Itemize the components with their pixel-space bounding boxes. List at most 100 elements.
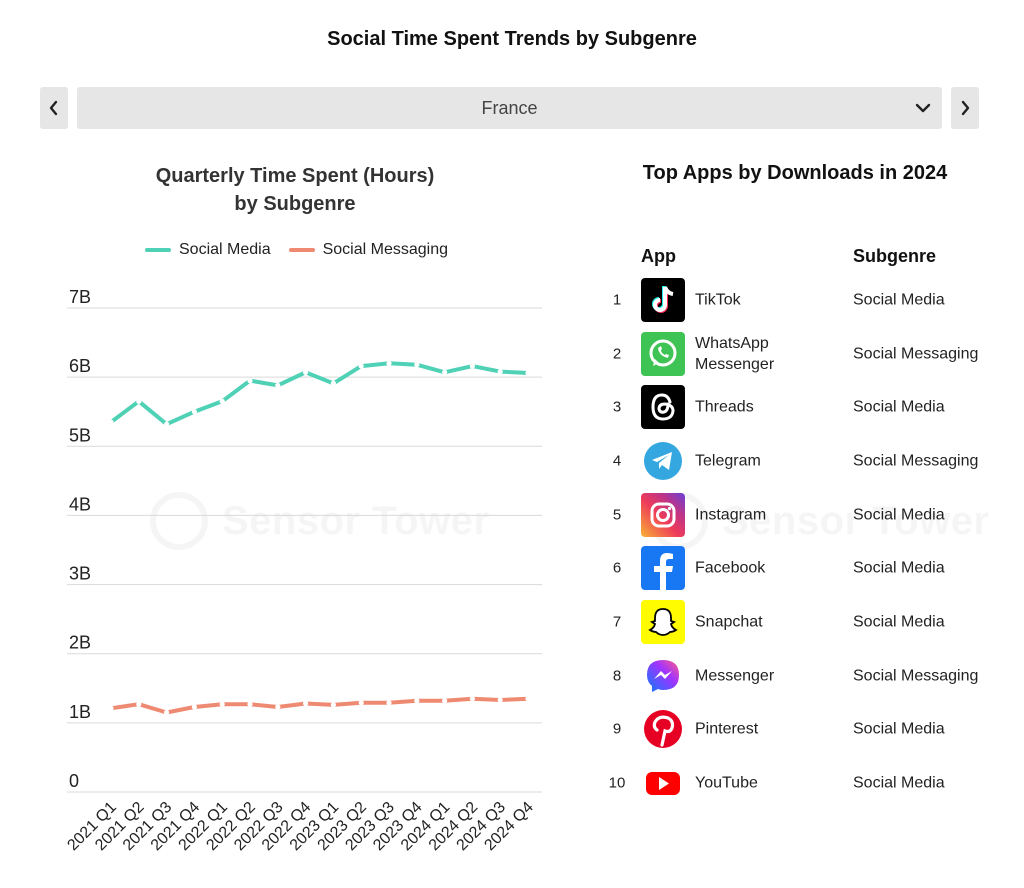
app-name: Facebook xyxy=(695,559,766,577)
app-row[interactable]: 4 Telegram Social Messaging xyxy=(600,435,1000,487)
app-rank: 9 xyxy=(612,720,622,738)
app-rank: 4 xyxy=(612,452,622,470)
app-row[interactable]: 3 Threads Social Media xyxy=(600,381,1000,433)
data-point[interactable] xyxy=(525,370,531,376)
data-point[interactable] xyxy=(497,369,503,375)
app-rank: 8 xyxy=(612,667,622,685)
app-subgenre: Social Media xyxy=(853,720,945,738)
app-subgenre: Social Media xyxy=(853,774,945,792)
data-point[interactable] xyxy=(219,398,225,404)
data-point[interactable] xyxy=(386,700,392,706)
app-name: YouTube xyxy=(695,774,758,792)
data-point[interactable] xyxy=(442,369,448,375)
data-point[interactable] xyxy=(275,382,281,389)
app-name: Telegram xyxy=(695,452,761,470)
data-point[interactable] xyxy=(136,398,142,404)
app-subgenre: Social Messaging xyxy=(853,667,979,685)
data-point[interactable] xyxy=(469,696,475,702)
series-line-social-media[interactable] xyxy=(109,361,530,427)
legend-swatch xyxy=(288,248,315,252)
y-tick-label: 5B xyxy=(69,425,91,445)
data-point[interactable] xyxy=(497,697,503,703)
instagram-icon xyxy=(641,493,685,537)
chart-title-line-2: by Subgenre xyxy=(234,193,356,215)
data-point[interactable] xyxy=(525,696,531,702)
app-row[interactable]: 6 Facebook Social Media xyxy=(600,542,1000,594)
app-name: Messenger xyxy=(695,667,775,685)
data-point[interactable] xyxy=(469,363,475,369)
app-row[interactable]: 9 Pinterest Social Media xyxy=(600,703,1000,755)
app-name: Threads xyxy=(695,398,754,416)
country-dropdown[interactable]: France xyxy=(77,87,942,129)
next-country-button[interactable] xyxy=(951,87,979,129)
data-point[interactable] xyxy=(247,378,253,384)
app-row[interactable]: 1 TikTok Social Media xyxy=(600,274,1000,326)
data-point[interactable] xyxy=(219,701,225,707)
legend-item-social-messaging[interactable]: Social Messaging xyxy=(288,241,449,259)
app-name: WhatsApp Messenger xyxy=(695,335,775,373)
column-header-app: App xyxy=(641,246,676,266)
app-subgenre: Social Media xyxy=(853,506,945,524)
app-name: Instagram xyxy=(695,506,767,524)
data-point[interactable] xyxy=(386,360,392,366)
data-point[interactable] xyxy=(358,700,364,706)
y-tick-label: 2B xyxy=(69,633,91,653)
legend-label: Social Messaging xyxy=(322,241,449,258)
app-row[interactable]: 10 YouTube Social Media xyxy=(600,757,1000,809)
y-tick-label: 3B xyxy=(69,564,91,584)
data-point[interactable] xyxy=(414,362,420,368)
facebook-icon xyxy=(641,546,685,590)
app-name: Snapchat xyxy=(695,613,763,631)
data-point[interactable] xyxy=(191,704,197,710)
telegram-icon xyxy=(641,439,685,483)
y-tick-label: 0 xyxy=(69,771,79,791)
data-point[interactable] xyxy=(164,709,170,716)
data-point[interactable] xyxy=(164,421,170,427)
page-title: Social Time Spent Trends by Subgenre xyxy=(327,28,697,50)
data-point[interactable] xyxy=(247,701,253,707)
messenger-icon xyxy=(641,654,685,698)
data-point[interactable] xyxy=(275,704,281,710)
data-point[interactable] xyxy=(414,698,420,704)
data-point[interactable] xyxy=(303,700,309,707)
data-point[interactable] xyxy=(108,419,114,425)
legend-item-social-media[interactable]: Social Media xyxy=(145,241,271,259)
data-point[interactable] xyxy=(442,698,448,704)
app-rank: 5 xyxy=(612,506,622,524)
app-rank: 3 xyxy=(612,398,622,416)
app-rank: 10 xyxy=(608,774,626,792)
app-name: Pinterest xyxy=(695,720,759,738)
app-subgenre: Social Media xyxy=(853,291,945,309)
app-row[interactable]: 5 Instagram Social Media xyxy=(600,489,1000,541)
data-point[interactable] xyxy=(303,369,309,375)
app-row[interactable]: 7 Snapchat Social Media xyxy=(600,596,1000,648)
data-point[interactable] xyxy=(108,705,114,711)
snapchat-icon xyxy=(641,600,685,644)
data-point[interactable] xyxy=(358,363,364,369)
data-point[interactable] xyxy=(330,380,336,386)
chevron-left-icon xyxy=(49,100,58,116)
app-rank: 6 xyxy=(612,559,622,577)
column-header-subgenre: Subgenre xyxy=(853,246,937,266)
y-tick-label: 6B xyxy=(69,356,91,376)
app-row[interactable]: 2 WhatsApp Messenger Social Messaging xyxy=(600,328,1000,380)
chart-legend: Social Media Social Messaging xyxy=(145,241,466,259)
legend-swatch xyxy=(145,248,171,252)
tiktok-icon xyxy=(641,278,685,322)
chart-title-line-1: Quarterly Time Spent (Hours) xyxy=(155,165,435,187)
country-dropdown-value: France xyxy=(481,97,538,118)
legend-label: Social Media xyxy=(179,241,271,258)
app-subgenre: Social Media xyxy=(853,398,945,416)
app-rank: 2 xyxy=(612,345,622,363)
data-point[interactable] xyxy=(330,702,336,708)
y-tick-label: 1B xyxy=(69,702,91,722)
app-row[interactable]: 8 Messenger Social Messaging xyxy=(600,650,1000,702)
prev-country-button[interactable] xyxy=(40,87,68,129)
chevron-right-icon xyxy=(961,100,970,116)
data-point[interactable] xyxy=(191,409,197,415)
series-line-social-messaging[interactable] xyxy=(109,696,530,715)
app-subgenre: Social Media xyxy=(853,613,945,631)
app-rank: 7 xyxy=(612,613,622,631)
data-point[interactable] xyxy=(136,701,142,707)
app-subgenre: Social Messaging xyxy=(853,452,979,470)
